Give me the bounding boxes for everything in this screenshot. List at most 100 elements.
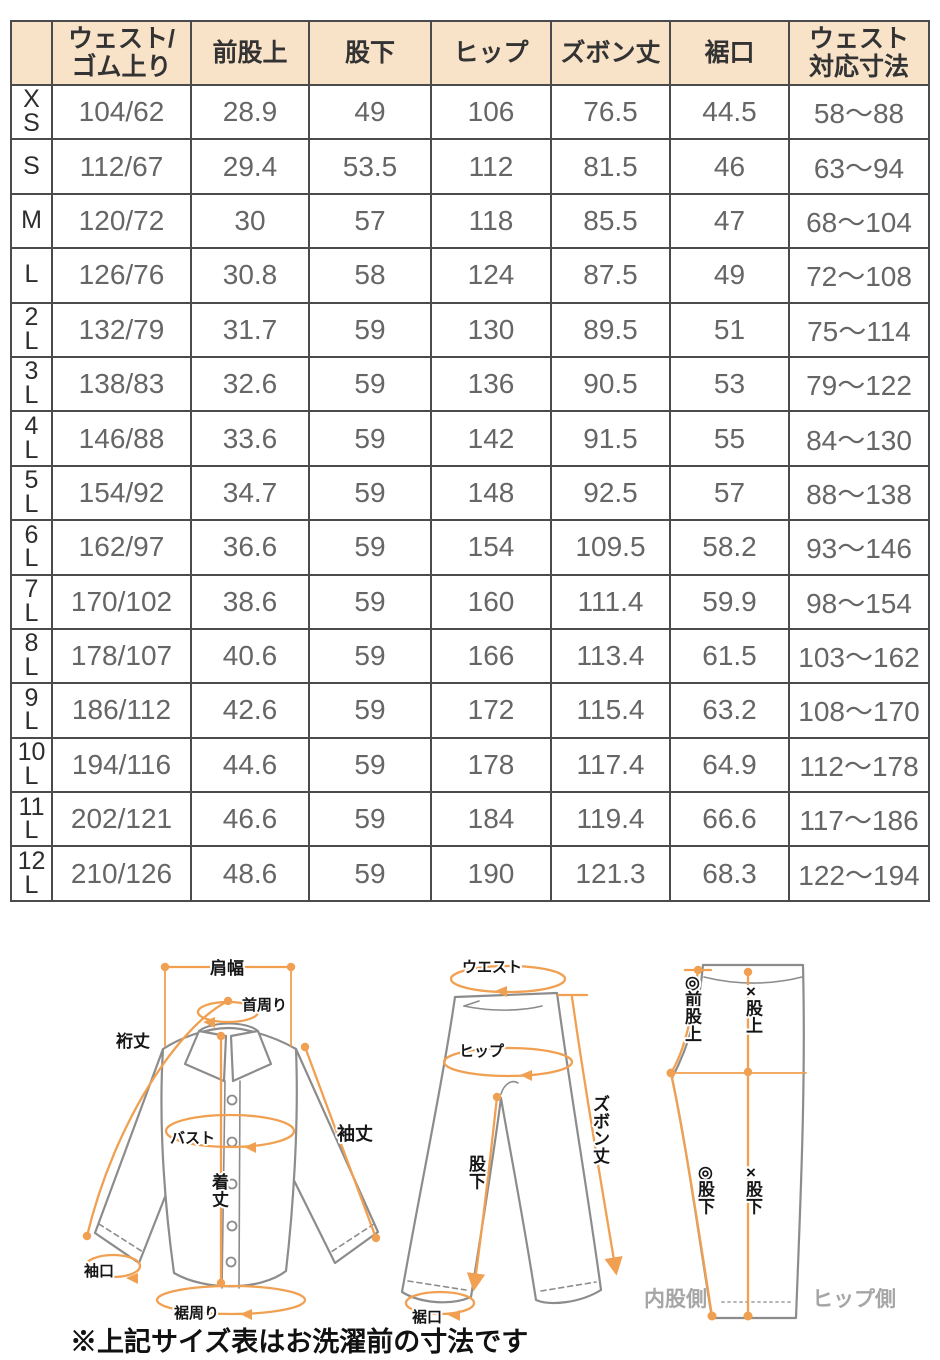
size-label-cell: 7 L — [10, 573, 53, 630]
table-cell: 115.4 — [550, 682, 671, 739]
table-cell: 113.4 — [550, 627, 671, 685]
table-cell: 36.6 — [190, 519, 310, 576]
size-table: ウェスト/ ゴム上り 前股上 股下 ヒップ ズボン丈 裾口 ウェスト 対応寸法 X S 104… — [10, 20, 930, 902]
table-cell: 53.5 — [308, 138, 432, 195]
inseam-label: 股下 — [469, 1155, 486, 1191]
size-label-cell: 2 L — [10, 301, 53, 358]
table-cell: 48.6 — [190, 845, 310, 902]
table-cell: 202/121 — [51, 791, 192, 848]
size-label-cell: L — [10, 247, 53, 304]
table-cell: 121.3 — [550, 845, 671, 902]
table-cell: 120/72 — [51, 192, 192, 250]
table-cell: 55 — [669, 410, 790, 467]
table-cell: 68.3 — [669, 845, 790, 902]
neck-around-label: 首周り — [242, 996, 287, 1014]
table-cell: 119.4 — [550, 791, 671, 848]
cuff-label: 袖口 — [84, 1262, 114, 1280]
table-cell: 79〜122 — [788, 355, 930, 413]
measurement-diagrams: 肩幅 首周り 裄丈 バスト 袖丈 着丈 袖口 裾周り — [82, 956, 896, 1328]
rise-label: ×股上 — [746, 982, 763, 1036]
table-cell: 148 — [430, 464, 552, 522]
table-cell: 98〜154 — [788, 573, 930, 630]
shoulder-width-label: 肩幅 — [210, 958, 244, 978]
table-cell: 87.5 — [550, 247, 671, 304]
table-row: 2 L 132/79 31.7 59 130 89.5 51 75〜114 — [10, 301, 930, 358]
table-row: X S 104/62 28.9 49 106 76.5 44.5 58〜88 — [10, 83, 930, 141]
table-cell: 58 — [308, 247, 432, 304]
inseam-inner-label: ◎股下 — [698, 1163, 715, 1217]
table-cell: 59 — [308, 845, 432, 902]
table-cell: 30 — [190, 192, 310, 250]
inseam-back-label: ×股下 — [746, 1163, 763, 1217]
table-cell: 49 — [308, 83, 432, 141]
hem-opening-ellipse — [404, 1290, 476, 1316]
size-label-cell: 3 L — [10, 355, 53, 413]
header-cell: ヒップ — [430, 20, 552, 86]
table-cell: 59 — [308, 301, 432, 358]
header-cell: ズボン丈 — [550, 20, 671, 86]
table-cell: 154 — [430, 519, 552, 576]
hip-label: ヒップ — [459, 1043, 505, 1060]
table-cell: 90.5 — [550, 355, 671, 413]
table-row: S 112/67 29.4 53.5 112 81.5 46 63〜94 — [10, 138, 930, 195]
table-cell: 32.6 — [190, 355, 310, 413]
waist-label: ウエスト — [462, 959, 522, 976]
table-cell: 118 — [430, 192, 552, 250]
inseam-line — [466, 1095, 499, 1292]
table-cell: 103〜162 — [788, 627, 930, 685]
yuki-label: 裄丈 — [115, 1032, 150, 1051]
table-cell: 44.6 — [190, 736, 310, 794]
header-cell: ウェスト 対応寸法 — [788, 20, 930, 86]
shirt-diagram: 肩幅 首周り 裄丈 バスト 袖丈 着丈 袖口 裾周り — [82, 956, 381, 1324]
size-label-cell: 8 L — [10, 627, 53, 685]
table-cell: 108〜170 — [788, 682, 930, 739]
table-cell: 59 — [308, 573, 432, 630]
table-cell: 124 — [430, 247, 552, 304]
front-rise-line — [669, 968, 700, 1075]
table-row: 10 L 194/116 44.6 59 178 117.4 64.9 112〜178 — [10, 736, 930, 794]
yuki-line — [85, 999, 230, 1238]
table-cell: 172 — [430, 682, 552, 739]
bust-label: バスト — [170, 1130, 215, 1147]
table-cell: 93〜146 — [788, 519, 930, 576]
pants-side-diagram: ◎前股上 ×股上 ◎股下 ×股下 内股側 ヒップ側 — [644, 963, 896, 1321]
hem-around-ellipse — [155, 1284, 307, 1316]
table-cell: 178 — [430, 736, 552, 794]
table-cell: 57 — [308, 192, 432, 250]
size-label-cell: 5 L — [10, 464, 53, 522]
table-cell: 46.6 — [190, 791, 310, 848]
table-row: M 120/72 30 57 118 85.5 47 68〜104 — [10, 192, 930, 250]
pants-length-label: ズボン丈 — [593, 1094, 610, 1166]
size-label-cell: S — [10, 138, 53, 195]
table-cell: 186/112 — [51, 682, 192, 739]
table-cell: 61.5 — [669, 627, 790, 685]
table-cell: 130 — [430, 301, 552, 358]
table-cell: 59 — [308, 519, 432, 576]
size-label-cell: 10 L — [10, 736, 53, 794]
sleeve-length-line — [303, 1045, 378, 1240]
table-cell: 146/88 — [51, 410, 192, 467]
table-cell: 59 — [308, 464, 432, 522]
table-cell: 59 — [308, 355, 432, 413]
hip-side-label: ヒップ側 — [812, 1288, 896, 1311]
table-cell: 194/116 — [51, 736, 192, 794]
table-cell: 117.4 — [550, 736, 671, 794]
pants-front-measurement-lines — [404, 964, 623, 1321]
table-cell: 111.4 — [550, 573, 671, 630]
hem-opening-label: 裾口 — [412, 1308, 442, 1326]
table-cell: 210/126 — [51, 845, 192, 902]
header-cell: 股下 — [308, 20, 432, 86]
table-cell: 49 — [669, 247, 790, 304]
table-cell: 91.5 — [550, 410, 671, 467]
table-cell: 142 — [430, 410, 552, 467]
table-cell: 75〜114 — [788, 301, 930, 358]
inseam-inner-line — [669, 1071, 714, 1318]
table-cell: 33.6 — [190, 410, 310, 467]
table-row: 8 L 178/107 40.6 59 166 113.4 61.5 103〜162 — [10, 627, 930, 685]
table-cell: 47 — [669, 192, 790, 250]
table-cell: 44.5 — [669, 83, 790, 141]
pants-length-line — [570, 995, 623, 1276]
table-cell: 92.5 — [550, 464, 671, 522]
table-row: 7 L 170/102 38.6 59 160 111.4 59.9 98〜154 — [10, 573, 930, 630]
body-length-label: 着丈 — [211, 1172, 229, 1209]
